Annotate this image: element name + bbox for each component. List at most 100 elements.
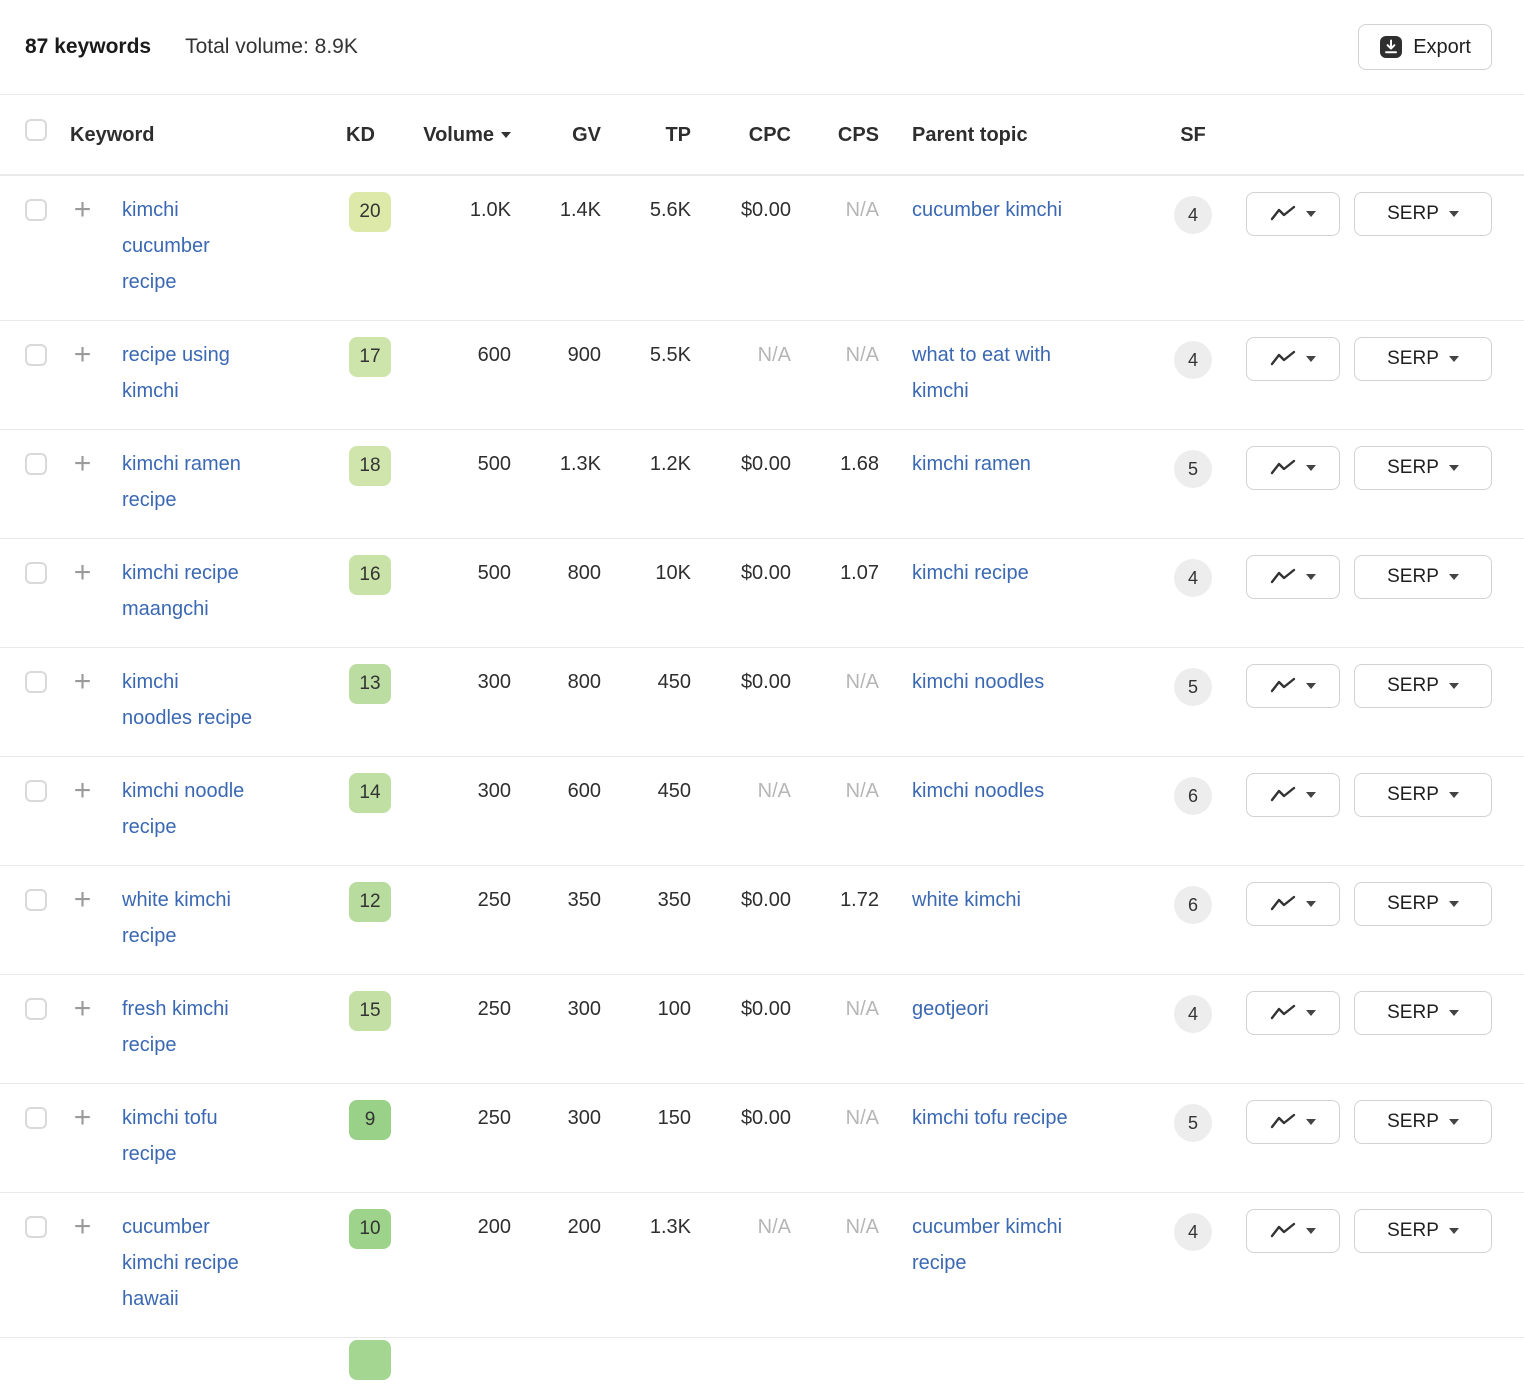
keyword-link[interactable]: white kimchi recipe <box>122 889 231 947</box>
chart-dropdown-button[interactable] <box>1246 192 1340 236</box>
caret-down-icon <box>1448 356 1459 362</box>
row-checkbox[interactable] <box>25 780 47 802</box>
row-checkbox[interactable] <box>25 453 47 475</box>
kd-badge: 16 <box>349 555 391 595</box>
kd-badge: 18 <box>349 446 391 486</box>
parent-topic-link[interactable]: kimchi tofu recipe <box>912 1107 1068 1129</box>
parent-topic-link[interactable]: white kimchi <box>912 889 1021 911</box>
parent-topic-link[interactable]: kimchi noodles <box>912 671 1045 693</box>
serp-cell: SERP <box>1348 555 1524 599</box>
volume-value: 500 <box>477 453 511 475</box>
column-header-volume[interactable]: Volume <box>400 117 515 153</box>
parent-topic-link[interactable]: geotjeori <box>912 998 989 1020</box>
sf-cell: 4 <box>1148 192 1238 234</box>
keyword-link[interactable]: kimchi cucumber recipe <box>122 199 210 293</box>
chart-dropdown-button[interactable] <box>1246 664 1340 708</box>
column-header-tp[interactable]: TP <box>665 123 691 146</box>
plus-icon[interactable]: + <box>73 338 92 371</box>
kd-cell: 15 <box>340 991 400 1031</box>
serp-dropdown-button[interactable]: SERP <box>1354 664 1492 708</box>
plus-icon[interactable]: + <box>73 556 92 589</box>
plus-icon[interactable]: + <box>73 992 92 1025</box>
cpc-value: N/A <box>757 780 791 802</box>
plus-icon[interactable]: + <box>73 883 92 916</box>
plus-icon[interactable]: + <box>73 774 92 807</box>
tp-value: 5.5K <box>649 344 691 366</box>
chart-dropdown-button[interactable] <box>1246 337 1340 381</box>
row-checkbox[interactable] <box>25 1107 47 1129</box>
row-checkbox-cell <box>0 773 60 814</box>
serp-button-label: SERP <box>1387 457 1439 478</box>
chart-dropdown-button[interactable] <box>1246 555 1340 599</box>
keyword-link[interactable]: fresh kimchi recipe <box>122 998 229 1056</box>
serp-dropdown-button[interactable]: SERP <box>1354 773 1492 817</box>
sf-badge: 4 <box>1174 196 1212 234</box>
serp-button-label: SERP <box>1387 1111 1439 1132</box>
keyword-link[interactable]: kimchi noodles recipe <box>122 671 253 729</box>
keyword-link[interactable]: kimchi noodle recipe <box>122 780 245 838</box>
serp-dropdown-button[interactable]: SERP <box>1354 555 1492 599</box>
plus-icon[interactable]: + <box>73 665 92 698</box>
parent-topic-link[interactable]: kimchi noodles <box>912 780 1045 802</box>
serp-button-label: SERP <box>1387 203 1439 224</box>
keyword-link[interactable]: kimchi recipe maangchi <box>122 562 239 620</box>
keyword-link[interactable]: kimchi ramen recipe <box>122 453 241 511</box>
keyword-link[interactable]: recipe using kimchi <box>122 344 230 402</box>
row-checkbox[interactable] <box>25 998 47 1020</box>
serp-dropdown-button[interactable]: SERP <box>1354 446 1492 490</box>
keyword-link[interactable]: kimchi tofu recipe <box>122 1107 218 1165</box>
row-checkbox[interactable] <box>25 1216 47 1238</box>
row-checkbox[interactable] <box>25 199 47 221</box>
add-keyword-cell: + <box>60 192 105 231</box>
tp-value: 1.3K <box>649 1216 691 1238</box>
plus-icon[interactable]: + <box>73 1101 92 1134</box>
parent-topic-link[interactable]: cucumber kimchi <box>912 199 1063 221</box>
row-checkbox[interactable] <box>25 344 47 366</box>
chart-dropdown-button[interactable] <box>1246 446 1340 490</box>
column-header-parent-topic[interactable]: Parent topic <box>912 123 1028 146</box>
column-header-kd[interactable]: KD <box>346 123 375 146</box>
parent-topic-cell: kimchi tofu recipe <box>883 1100 1148 1136</box>
parent-topic-link[interactable]: what to eat with kimchi <box>912 344 1051 402</box>
column-header-cpc[interactable]: CPC <box>748 123 791 146</box>
serp-dropdown-button[interactable]: SERP <box>1354 1100 1492 1144</box>
select-all-checkbox[interactable] <box>25 118 47 141</box>
chart-dropdown-button[interactable] <box>1246 1100 1340 1144</box>
keyword-link[interactable]: cucumber kimchi recipe hawaii <box>122 1216 239 1310</box>
column-header-sf[interactable]: SF <box>1180 123 1206 146</box>
add-keyword-cell: + <box>60 991 105 1030</box>
plus-icon[interactable]: + <box>73 447 92 480</box>
row-checkbox[interactable] <box>25 889 47 911</box>
row-checkbox[interactable] <box>25 671 47 693</box>
chart-cell <box>1238 337 1348 381</box>
column-header-keyword[interactable]: Keyword <box>70 123 155 146</box>
export-button[interactable]: Export <box>1358 24 1492 70</box>
row-checkbox[interactable] <box>25 562 47 584</box>
volume-value: 500 <box>477 562 511 584</box>
keyword-cell: kimchi tofu recipe <box>105 1100 340 1172</box>
caret-down-icon <box>1306 356 1316 362</box>
cpc-value: N/A <box>757 344 791 366</box>
serp-dropdown-button[interactable]: SERP <box>1354 337 1492 381</box>
plus-icon[interactable]: + <box>73 1210 92 1243</box>
parent-topic-cell: cucumber kimchi recipe <box>883 1209 1148 1281</box>
serp-dropdown-button[interactable]: SERP <box>1354 192 1492 236</box>
add-keyword-cell: + <box>60 446 105 485</box>
serp-dropdown-button[interactable]: SERP <box>1354 1209 1492 1253</box>
sf-badge: 6 <box>1174 777 1212 815</box>
add-keyword-cell: + <box>60 1100 105 1139</box>
chart-dropdown-button[interactable] <box>1246 1209 1340 1253</box>
serp-dropdown-button[interactable]: SERP <box>1354 882 1492 926</box>
plus-icon[interactable]: + <box>73 193 92 226</box>
parent-topic-link[interactable]: kimchi ramen <box>912 453 1031 475</box>
serp-dropdown-button[interactable]: SERP <box>1354 991 1492 1035</box>
chart-dropdown-button[interactable] <box>1246 991 1340 1035</box>
sf-cell: 4 <box>1148 337 1238 379</box>
parent-topic-link[interactable]: kimchi recipe <box>912 562 1029 584</box>
chart-dropdown-button[interactable] <box>1246 773 1340 817</box>
parent-topic-link[interactable]: cucumber kimchi recipe <box>912 1216 1063 1274</box>
table-row: + kimchi noodle recipe 14 300 600 450 N/… <box>0 756 1524 865</box>
chart-dropdown-button[interactable] <box>1246 882 1340 926</box>
column-header-gv[interactable]: GV <box>572 123 601 146</box>
column-header-cps[interactable]: CPS <box>837 123 879 146</box>
